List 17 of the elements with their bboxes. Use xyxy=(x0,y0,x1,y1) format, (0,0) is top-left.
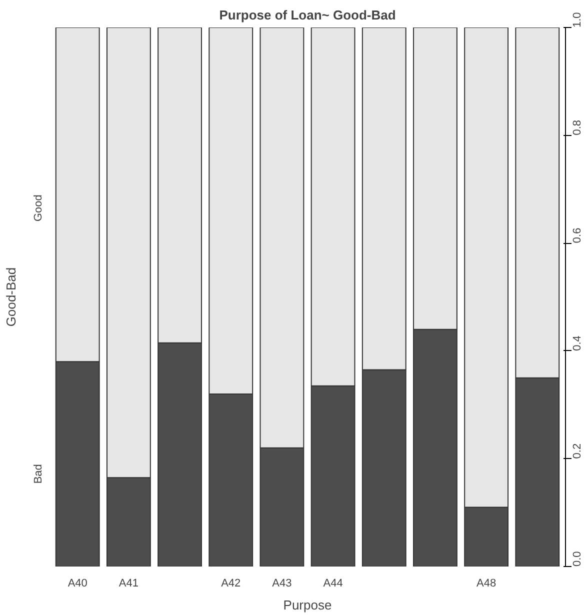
x-tick-label: A41 xyxy=(118,578,138,590)
x-tick-label: A44 xyxy=(323,578,343,590)
x-axis-title: Purpose xyxy=(283,598,332,612)
x-tick-label: A43 xyxy=(272,578,292,590)
x-tick-label: A40 xyxy=(68,578,88,590)
y-tick-label: 1.0 xyxy=(572,12,584,28)
y-tick-label: 0.2 xyxy=(572,443,584,459)
chart-title: Purpose of Loan~ Good-Bad xyxy=(219,8,396,22)
text: Bad xyxy=(32,464,44,484)
x-tick-label: A42 xyxy=(221,578,241,590)
x-tick-label: A48 xyxy=(476,578,496,590)
y-tick-label: 0.4 xyxy=(572,336,584,351)
y-tick-label: 0.0 xyxy=(572,551,584,566)
text: Good xyxy=(32,194,44,222)
y-tick-label: 0.6 xyxy=(572,228,584,244)
y-axis-title: Good-Bad xyxy=(4,267,18,327)
y-tick-label: 0.8 xyxy=(572,120,584,136)
